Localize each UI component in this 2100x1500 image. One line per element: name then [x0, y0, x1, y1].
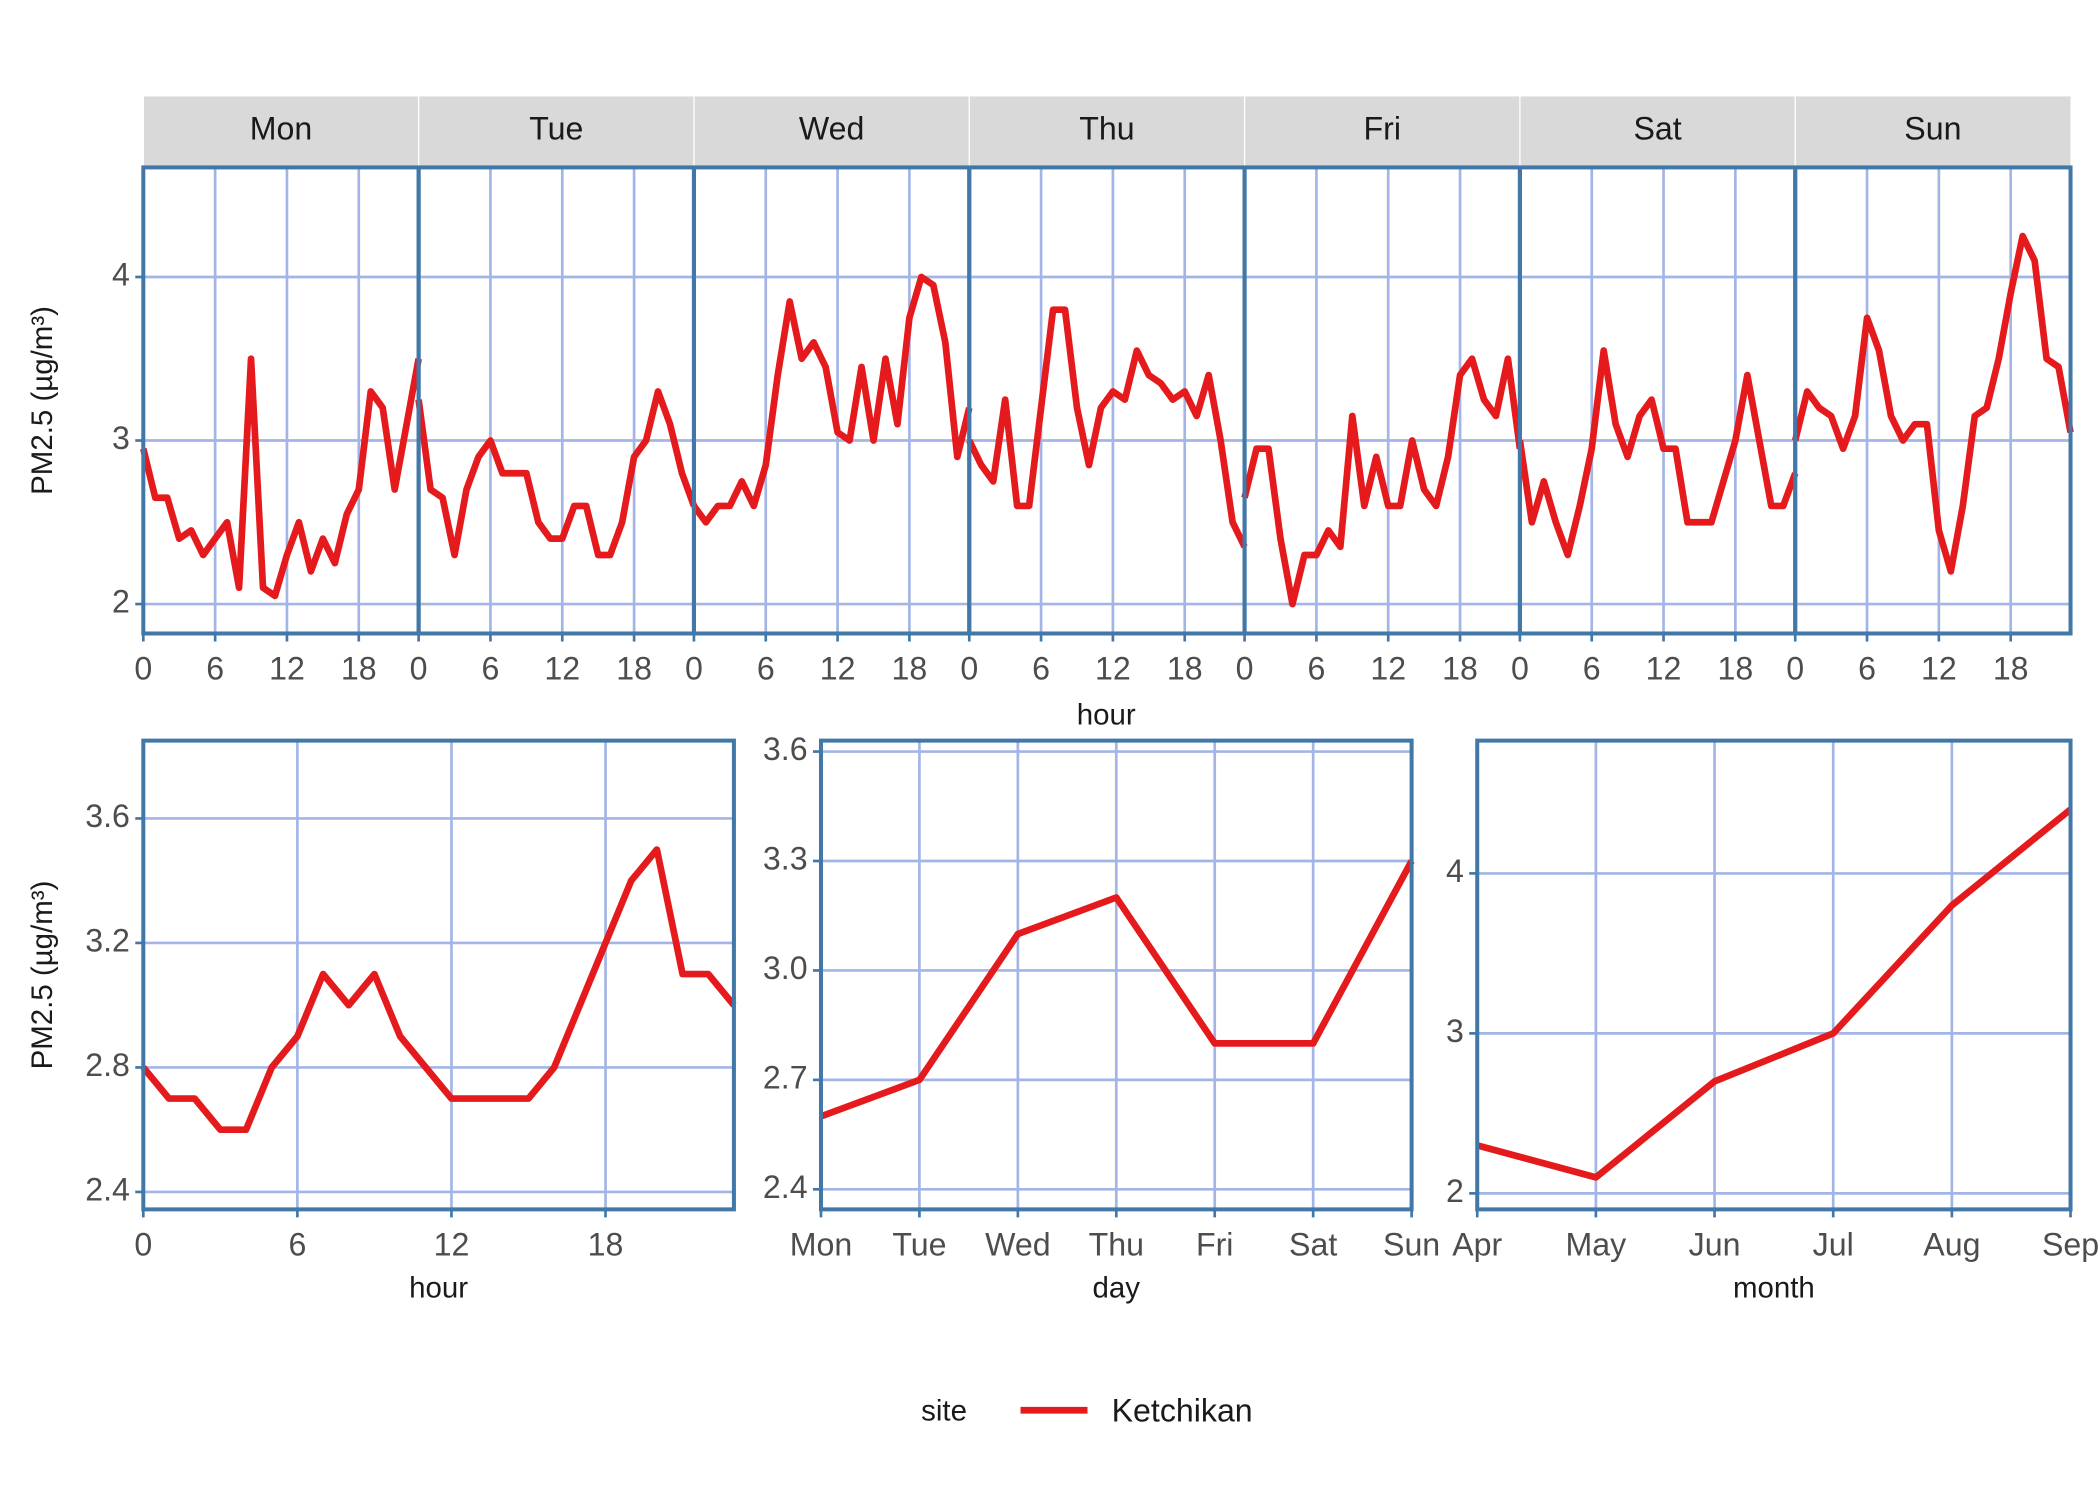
data-line [1241, 355, 1524, 608]
x-tick-label: 0 [134, 1226, 152, 1262]
y-tick-label: 3 [1446, 1013, 1464, 1049]
x-tick-label: Apr [1452, 1226, 1502, 1262]
x-tick-label: 0 [960, 650, 978, 686]
x-tick-label: 18 [1442, 650, 1478, 686]
x-tick-label: Tue [892, 1226, 946, 1262]
facet-strip [1519, 96, 1796, 168]
data-line [1516, 347, 1799, 559]
x-tick-label: 12 [1095, 650, 1131, 686]
panel-border [818, 738, 1414, 1212]
x-axis-title: hour [409, 1272, 468, 1305]
x-tick-label: 12 [1646, 650, 1682, 686]
x-tick-label: 12 [434, 1226, 470, 1262]
facet-label: Mon [250, 111, 313, 147]
facet-strip [418, 96, 694, 168]
facet-label: Fri [1364, 111, 1401, 147]
x-tick-label: 6 [757, 650, 775, 686]
y-tick-label: 3.0 [763, 950, 808, 986]
x-tick-label: 12 [1370, 650, 1406, 686]
data-line [966, 306, 1248, 549]
x-tick-label: Sep [2042, 1226, 2099, 1262]
x-tick-label: 0 [134, 650, 152, 686]
x-tick-label: 0 [1511, 650, 1529, 686]
facet-strip [143, 96, 419, 168]
x-tick-label: 18 [1993, 650, 2029, 686]
facet-strip [1795, 96, 2071, 168]
x-tick-label: Thu [1089, 1226, 1144, 1262]
facet-label: Sat [1633, 111, 1681, 147]
x-tick-label: 18 [1717, 650, 1753, 686]
data-line [415, 388, 698, 559]
y-axis-title: PM2.5 (µg/m³) [26, 881, 59, 1070]
data-line [819, 859, 1415, 1120]
x-tick-label: 12 [820, 650, 856, 686]
x-tick-label: May [1566, 1226, 1627, 1262]
x-tick-label: 12 [544, 650, 580, 686]
facet-label: Sun [1904, 111, 1961, 147]
x-tick-label: Jul [1813, 1226, 1854, 1262]
y-tick-label: 2.8 [85, 1047, 130, 1083]
x-tick-label: Mon [790, 1226, 853, 1262]
x-tick-label: 0 [1786, 650, 1804, 686]
y-tick-label: 3.2 [85, 922, 130, 958]
x-tick-label: 6 [1032, 650, 1050, 686]
y-tick-label: 2.4 [85, 1171, 130, 1207]
y-tick-label: 2 [112, 584, 130, 620]
y-tick-label: 3.3 [763, 840, 808, 876]
x-tick-label: 18 [1167, 650, 1203, 686]
x-tick-label: 6 [1858, 650, 1876, 686]
y-tick-label: 2.4 [763, 1169, 808, 1205]
x-tick-label: 6 [288, 1226, 306, 1262]
x-axis-title: day [1093, 1272, 1141, 1305]
x-tick-label: Sat [1289, 1226, 1337, 1262]
y-tick-label: 2.7 [763, 1059, 808, 1095]
x-tick-label: 0 [410, 650, 428, 686]
x-tick-label: 12 [1921, 650, 1957, 686]
x-tick-label: 18 [588, 1226, 624, 1262]
x-axis-title: hour [1077, 698, 1136, 731]
facet-label: Thu [1079, 111, 1134, 147]
data-line [1791, 232, 2074, 575]
y-tick-label: 4 [112, 256, 130, 292]
panel-border [141, 738, 736, 1212]
x-tick-label: 6 [1583, 650, 1601, 686]
facet-strip [969, 96, 1245, 168]
x-axis-title: month [1733, 1272, 1815, 1305]
facet-strip [1244, 96, 1520, 168]
x-tick-label: 18 [341, 650, 377, 686]
y-tick-label: 3.6 [763, 731, 808, 767]
facet-label: Tue [529, 111, 583, 147]
panel-border [1793, 165, 2073, 636]
x-tick-label: 6 [206, 650, 224, 686]
y-tick-label: 3 [112, 420, 130, 456]
data-line [691, 273, 973, 526]
x-tick-label: 12 [269, 650, 305, 686]
x-tick-label: 18 [616, 650, 652, 686]
x-tick-label: 0 [1236, 650, 1254, 686]
x-tick-label: Jun [1689, 1226, 1741, 1262]
x-tick-label: 6 [1307, 650, 1325, 686]
facet-label: Wed [799, 111, 864, 147]
y-tick-label: 2 [1446, 1173, 1464, 1209]
x-tick-label: Sun [1383, 1226, 1440, 1262]
data-line [140, 846, 737, 1134]
x-tick-label: Aug [1923, 1226, 1980, 1262]
legend-title: site [921, 1395, 967, 1428]
legend-label: Ketchikan [1112, 1392, 1253, 1428]
x-tick-label: 18 [892, 650, 928, 686]
x-tick-label: 0 [685, 650, 703, 686]
panel-border [1475, 738, 2073, 1212]
data-line [1476, 806, 2073, 1181]
x-tick-label: Wed [985, 1226, 1050, 1262]
y-tick-label: 3.6 [85, 798, 130, 834]
x-tick-label: Fri [1196, 1226, 1233, 1262]
x-tick-label: 6 [482, 650, 500, 686]
y-tick-label: 4 [1446, 853, 1464, 889]
facet-strip [693, 96, 970, 168]
data-line [140, 355, 422, 600]
y-axis-title: PM2.5 (µg/m³) [26, 306, 59, 495]
